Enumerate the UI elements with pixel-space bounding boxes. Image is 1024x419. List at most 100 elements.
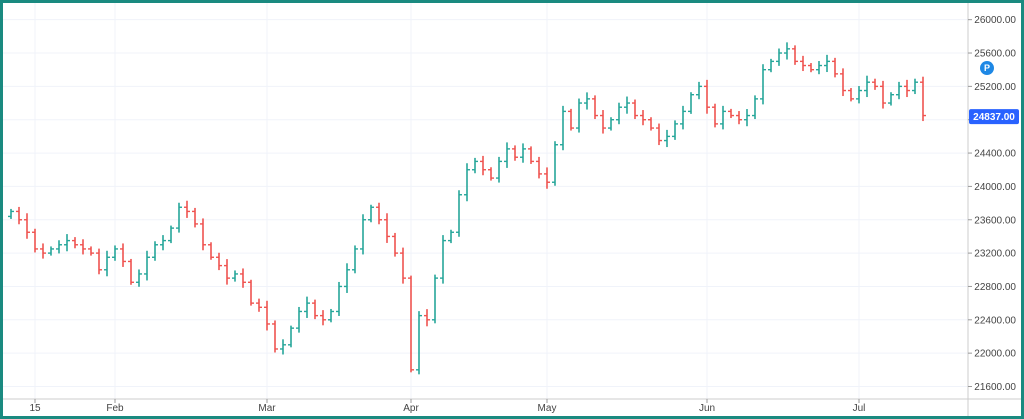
ohlc-bar bbox=[544, 167, 550, 189]
chart-frame: 26000.0025600.0025200.0024800.0024400.00… bbox=[3, 3, 1021, 416]
ohlc-bar bbox=[888, 92, 894, 106]
x-tick-label: May bbox=[538, 403, 557, 414]
ohlc-bar bbox=[792, 45, 798, 65]
ohlc-bar bbox=[568, 108, 574, 131]
ohlc-bar bbox=[896, 81, 902, 100]
x-axis-ticks: 15FebMarAprMayJunJulAu bbox=[29, 399, 1021, 414]
ohlc-bar bbox=[464, 163, 470, 202]
ohlc-bar bbox=[744, 109, 750, 127]
ohlc-bar bbox=[304, 296, 310, 318]
ohlc-bar bbox=[264, 300, 270, 331]
price-bars bbox=[8, 42, 926, 375]
ohlc-bar bbox=[296, 306, 302, 333]
p-marker-label: P bbox=[984, 63, 990, 73]
ohlc-bar bbox=[624, 96, 630, 114]
ohlc-bar bbox=[240, 268, 246, 288]
ohlc-bar bbox=[504, 142, 510, 168]
ohlc-bar bbox=[88, 246, 94, 256]
ohlc-bar bbox=[144, 250, 150, 281]
ohlc-bar bbox=[840, 68, 846, 97]
ohlc-bar bbox=[152, 241, 158, 261]
ohlc-bar bbox=[272, 320, 278, 353]
ohlc-bar bbox=[664, 129, 670, 148]
ohlc-bar bbox=[280, 339, 286, 355]
x-tick-label: Jun bbox=[699, 403, 715, 414]
ohlc-bar bbox=[816, 61, 822, 75]
ohlc-bar bbox=[176, 202, 182, 233]
ohlc-bar bbox=[160, 235, 166, 251]
ohlc-bar bbox=[656, 123, 662, 146]
ohlc-bar bbox=[912, 78, 918, 95]
ohlc-bar bbox=[592, 95, 598, 120]
ohlc-bar bbox=[736, 111, 742, 125]
ohlc-bar bbox=[864, 75, 870, 98]
ohlc-bar bbox=[512, 145, 518, 161]
grid-lines bbox=[3, 3, 968, 399]
ohlc-bar bbox=[448, 229, 454, 244]
ohlc-bar bbox=[32, 228, 38, 253]
ohlc-bar bbox=[96, 248, 102, 275]
ohlc-bar bbox=[24, 213, 30, 239]
ohlc-bar bbox=[40, 243, 46, 259]
ohlc-bar bbox=[488, 167, 494, 181]
ohlc-bar bbox=[520, 143, 526, 163]
ohlc-bar bbox=[128, 258, 134, 285]
ohlc-bar bbox=[352, 245, 358, 274]
ohlc-bar bbox=[440, 235, 446, 284]
y-tick-label: 23200.00 bbox=[974, 249, 1016, 260]
ohlc-bar bbox=[376, 202, 382, 225]
ohlc-bar bbox=[672, 120, 678, 140]
y-tick-label: 22400.00 bbox=[974, 315, 1016, 326]
ohlc-bar bbox=[584, 92, 590, 110]
ohlc-bar bbox=[8, 208, 14, 219]
x-tick-label: Mar bbox=[258, 403, 276, 414]
ohlc-bar bbox=[800, 55, 806, 72]
ohlc-bar bbox=[456, 190, 462, 237]
ohlc-bar bbox=[192, 207, 198, 228]
ohlc-bar bbox=[200, 218, 206, 251]
ohlc-bar bbox=[872, 78, 878, 90]
ohlc-bar bbox=[472, 157, 478, 174]
ohlc-bar bbox=[712, 103, 718, 128]
ohlc-bar bbox=[360, 214, 366, 255]
ohlc-bar bbox=[408, 275, 414, 373]
ohlc-bar bbox=[808, 63, 814, 73]
ohlc-bar bbox=[496, 156, 502, 183]
ohlc-bar bbox=[384, 213, 390, 243]
ohlc-bar bbox=[288, 325, 294, 348]
ohlc-bar bbox=[16, 206, 22, 225]
ohlc-bar bbox=[480, 155, 486, 176]
ohlc-bar bbox=[400, 247, 406, 284]
x-tick-label: Feb bbox=[106, 403, 124, 414]
last-price-bg bbox=[969, 109, 1019, 125]
ohlc-bar bbox=[680, 105, 686, 130]
y-tick-label: 23600.00 bbox=[974, 215, 1016, 226]
ohlc-bar bbox=[776, 48, 782, 66]
ohlc-bar bbox=[904, 79, 910, 98]
ohlc-bar bbox=[120, 243, 126, 267]
ohlc-bar bbox=[48, 246, 54, 256]
ohlc-bar bbox=[432, 274, 438, 324]
p-marker[interactable]: P bbox=[980, 61, 994, 76]
ohlc-bar bbox=[576, 98, 582, 133]
ohlc-bar bbox=[312, 299, 318, 320]
y-tick-label: 24000.00 bbox=[974, 182, 1016, 193]
ohlc-bar bbox=[104, 250, 110, 277]
ohlc-bar bbox=[112, 245, 118, 261]
ohlc-bar bbox=[232, 270, 238, 282]
ohlc-bar bbox=[784, 42, 790, 60]
y-axis-ticks: 26000.0025600.0025200.0024800.0024400.00… bbox=[968, 15, 1016, 393]
y-tick-label: 25200.00 bbox=[974, 82, 1016, 93]
ohlc-bar bbox=[64, 234, 70, 252]
ohlc-bar bbox=[328, 308, 334, 323]
p-marker-circle[interactable] bbox=[980, 61, 994, 76]
ohlc-bar bbox=[344, 263, 350, 293]
y-tick-label: 26000.00 bbox=[974, 15, 1016, 26]
ohlc-bar bbox=[368, 204, 374, 223]
ohlc-bar bbox=[696, 81, 702, 100]
ohlc-bar bbox=[224, 259, 230, 285]
ohlc-bar bbox=[392, 232, 398, 257]
ohlc-bar bbox=[920, 76, 926, 122]
ohlc-bar bbox=[560, 105, 566, 151]
y-tick-label: 22000.00 bbox=[974, 349, 1016, 360]
